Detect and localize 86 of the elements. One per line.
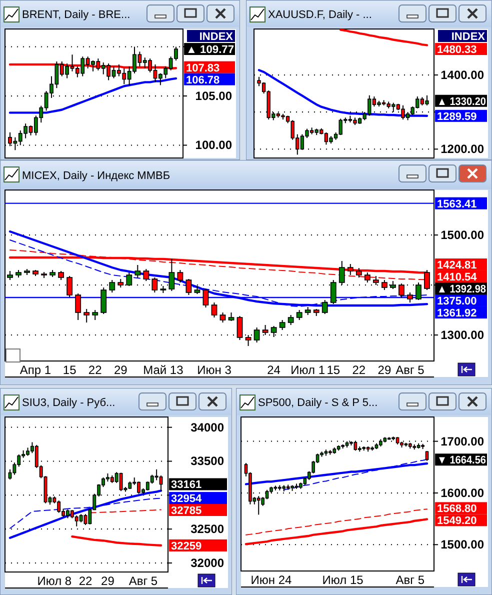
x-tick-label: Июн 3 xyxy=(197,363,232,377)
x-tick-label: Май 13 xyxy=(143,363,184,377)
chart-title: MICEX, Daily - Индекс ММВБ xyxy=(22,170,170,182)
y-tick-label: 100.00 xyxy=(195,138,232,152)
data-label: 32785 xyxy=(171,504,202,517)
x-tick-label: Апр 1 xyxy=(20,363,52,377)
data-label: 1289.59 xyxy=(437,110,477,123)
x-tick-label: 22 xyxy=(78,574,92,588)
x-tick-label: 22 xyxy=(352,363,366,377)
candlestick xyxy=(220,312,226,323)
x-tick-label: Июл 15 xyxy=(322,573,364,587)
x-tick-label: 22 xyxy=(88,363,102,377)
chart-title: XAUUSD.F, Daily - ... xyxy=(268,9,372,21)
x-tick-label: Авг 5 xyxy=(396,573,425,587)
candlestick xyxy=(154,468,158,481)
data-label: 1568.80 xyxy=(437,503,477,516)
y-tick-label: 1500.00 xyxy=(440,538,484,552)
candlestick xyxy=(143,268,150,282)
x-tick-label: Июл 8 xyxy=(37,574,72,588)
y-tick-label: 34000 xyxy=(190,420,224,434)
candlestick xyxy=(236,316,243,340)
candlestick xyxy=(407,292,413,303)
data-label: 106.78 xyxy=(186,74,220,86)
text: ▼ 1664.56 xyxy=(437,454,491,467)
y-tick-label: 105.00 xyxy=(195,88,232,103)
x-tick-label: Авг 5 xyxy=(128,574,158,588)
candlestick xyxy=(119,472,123,492)
x-tick-label: Июл 1 xyxy=(290,363,326,377)
y-tick-label: 1200.00 xyxy=(440,142,484,156)
candlestick xyxy=(75,293,82,320)
candlestick xyxy=(202,288,209,308)
x-tick-label: 24 xyxy=(267,363,281,377)
candlestick xyxy=(254,327,260,343)
x-tick-label: Июн 24 xyxy=(250,573,292,587)
x-tick-label: 29 xyxy=(101,574,115,588)
x-tick-label: 15 xyxy=(326,363,340,377)
candlestick xyxy=(134,264,141,278)
chart-title: BRENT, Daily - BRE... xyxy=(22,9,130,21)
text: ▲ 109.77 xyxy=(186,44,234,56)
candlestick xyxy=(425,450,429,462)
candlestick xyxy=(100,287,107,314)
y-tick-label: 1300.00 xyxy=(440,328,484,342)
candlestick xyxy=(256,496,260,516)
line-series xyxy=(71,535,162,547)
y-tick-label: 1600.00 xyxy=(440,486,484,500)
y-tick-label: 33500 xyxy=(190,454,224,468)
candlestick xyxy=(288,314,294,326)
line-series xyxy=(8,490,162,539)
data-label: 32259 xyxy=(171,540,202,552)
ref-line-label: 1375.00 xyxy=(437,295,477,308)
data-label: 107.83 xyxy=(186,62,220,74)
line-series xyxy=(258,69,428,117)
data-label: 1424.81 xyxy=(437,259,477,272)
data-label: 1480.33 xyxy=(437,44,477,56)
text: ▲ 1330.20 xyxy=(437,96,491,108)
candlestick xyxy=(322,300,328,314)
candlestick xyxy=(211,302,218,318)
ref-line-label: 1563.41 xyxy=(437,198,477,210)
line-series xyxy=(340,29,428,46)
text: INDEX xyxy=(199,31,234,43)
line-series xyxy=(246,508,428,536)
chart-title: SIU3, Daily - Руб... xyxy=(22,397,116,409)
x-tick-label: 15 xyxy=(62,363,77,377)
data-label: 1410.54 xyxy=(437,271,478,284)
text: INDEX xyxy=(451,31,486,43)
line-series xyxy=(244,518,428,546)
x-tick-label: 29 xyxy=(378,363,392,377)
data-label: 32954 xyxy=(171,492,202,505)
candlestick xyxy=(398,283,404,298)
y-tick-label: 32000 xyxy=(190,556,224,570)
x-tick-label: Авг 5 xyxy=(396,363,425,377)
candlestick xyxy=(177,270,184,283)
y-tick-label: 1500.00 xyxy=(440,228,484,242)
x-tick-label: 29 xyxy=(114,363,128,377)
data-label: 1549.20 xyxy=(437,515,477,528)
y-tick-label: 32500 xyxy=(190,522,224,536)
text: 33161 xyxy=(171,479,202,492)
candlestick xyxy=(279,320,286,330)
data-label: 1361.92 xyxy=(437,307,477,320)
y-tick-label: 1400.00 xyxy=(440,68,484,82)
candlestick xyxy=(296,310,302,320)
candlestick xyxy=(92,310,98,320)
text: ▲ 1392.98 xyxy=(437,283,491,296)
candlestick xyxy=(84,308,90,323)
y-tick-label: 1700.00 xyxy=(440,434,484,448)
chart-title: SP500, Daily - S & P 5... xyxy=(258,397,378,409)
